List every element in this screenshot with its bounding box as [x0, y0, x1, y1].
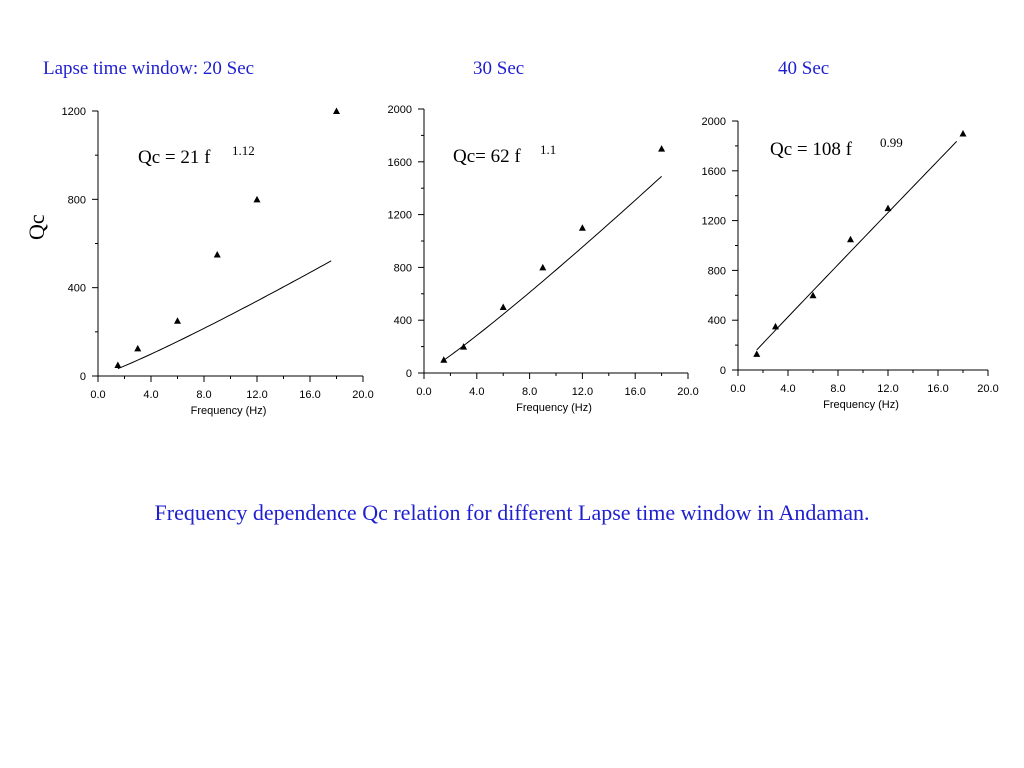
x-tick-label: 4.0	[143, 389, 158, 401]
y-tick-label: 1600	[388, 157, 412, 169]
data-point	[440, 356, 448, 363]
data-point	[772, 322, 779, 330]
x-axis-title: Frequency (Hz)	[823, 399, 899, 411]
data-point	[884, 204, 892, 212]
y-tick-label: 800	[68, 194, 86, 206]
data-point	[539, 263, 547, 271]
fit-equation: Qc = 21 f	[138, 147, 211, 168]
y-tick-label: 800	[708, 265, 726, 277]
x-tick-label: 16.0	[927, 383, 948, 395]
y-tick-label: 1200	[702, 216, 726, 228]
x-tick-label: 8.0	[830, 383, 845, 395]
y-tick-label: 1600	[702, 166, 726, 178]
x-tick-label: 0.0	[416, 386, 431, 398]
y-tick-label: 400	[394, 315, 412, 327]
data-point	[114, 361, 122, 368]
data-point	[753, 350, 761, 357]
x-tick-label: 20.0	[977, 383, 998, 395]
y-tick-label: 400	[68, 283, 86, 295]
fit-curve	[117, 260, 332, 370]
data-point	[578, 224, 586, 231]
y-tick-label: 2000	[702, 116, 726, 128]
y-tick-label: 0	[80, 371, 86, 383]
x-tick-label: 4.0	[469, 386, 484, 398]
fit-exponent: 0.99	[880, 135, 903, 150]
x-tick-label: 0.0	[730, 383, 745, 395]
x-tick-label: 8.0	[522, 386, 537, 398]
data-point	[959, 129, 967, 137]
fit-equation: Qc= 62 f	[453, 146, 521, 167]
y-tick-label: 400	[708, 315, 726, 327]
data-point	[333, 107, 340, 114]
y-tick-label: 1200	[388, 210, 412, 222]
x-tick-label: 16.0	[299, 389, 320, 401]
y-tick-label: 0	[720, 365, 726, 377]
data-point	[213, 251, 221, 258]
panel-title-20-sec: Lapse time window: 20 Sec	[43, 58, 255, 79]
y-tick-label: 0	[406, 368, 412, 380]
data-point	[174, 317, 181, 324]
fit-curve	[756, 140, 958, 351]
x-tick-label: 12.0	[572, 386, 593, 398]
x-tick-label: 16.0	[624, 386, 645, 398]
fit-equation: Qc = 108 f	[770, 139, 853, 160]
fit-exponent: 1.12	[232, 143, 255, 158]
x-tick-label: 0.0	[90, 389, 105, 401]
x-tick-label: 12.0	[877, 383, 898, 395]
data-point	[809, 291, 817, 299]
figure-caption: Frequency dependence Qc relation for dif…	[154, 500, 870, 525]
x-tick-label: 4.0	[780, 383, 795, 395]
fit-curve	[443, 175, 662, 361]
x-tick-label: 12.0	[246, 389, 267, 401]
y-tick-label: 800	[394, 262, 412, 274]
panel-title-40-sec: 40 Sec	[778, 58, 830, 79]
x-axis-title: Frequency (Hz)	[191, 405, 267, 417]
data-point	[253, 195, 261, 203]
data-point	[847, 235, 854, 243]
data-point	[134, 344, 142, 352]
data-point	[658, 145, 666, 152]
x-tick-label: 8.0	[196, 389, 211, 401]
x-tick-label: 20.0	[352, 389, 373, 401]
panel-title-30-sec: 30 Sec	[473, 58, 525, 79]
fit-exponent: 1.1	[540, 142, 556, 157]
x-axis-title: Frequency (Hz)	[516, 402, 592, 414]
y-tick-label: 2000	[388, 104, 412, 116]
data-point	[460, 343, 468, 350]
y-tick-label: 1200	[62, 106, 86, 118]
data-point	[499, 303, 507, 310]
x-tick-label: 20.0	[677, 386, 698, 398]
